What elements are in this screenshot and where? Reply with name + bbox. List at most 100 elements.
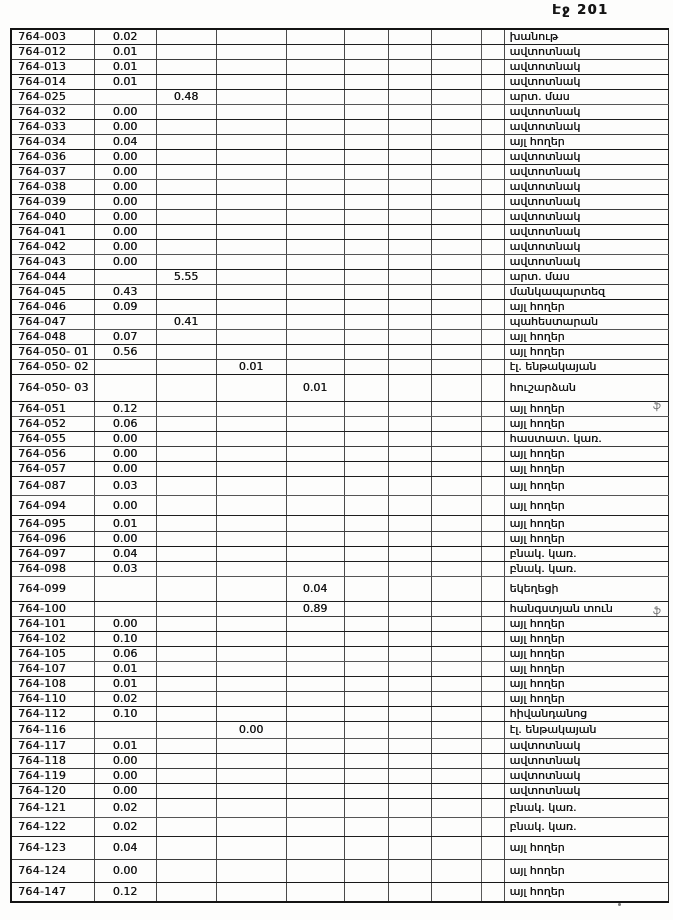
area-value-cell: 0.03 [93,561,156,577]
area-value-cell [285,104,344,120]
land-use-label-cell: պահեստարան [503,314,668,330]
parcel-id-cell: 764-032 [11,104,94,120]
area-value-cell [480,104,504,120]
area-value-cell [93,269,156,285]
area-value-cell [215,416,286,432]
area-value-cell [215,209,286,225]
area-value-cell [215,401,286,417]
table-row: 764-050- 02 0.01 էլ. ենթակայան [11,359,668,375]
area-value-cell: 0.01 [93,44,156,60]
area-value-cell [387,676,431,692]
area-value-cell [387,646,431,662]
area-value-cell [93,314,156,330]
area-value-cell [343,416,388,432]
area-value-cell [155,676,216,692]
land-use-label-cell: ավտոտնակ [503,239,668,255]
area-value-cell [155,416,216,432]
area-value-cell: 0.02 [93,691,156,707]
land-use-label-cell: ավտոտնակ [503,738,668,754]
area-value-cell: 0.00 [93,149,156,165]
area-value-cell: 0.00 [93,209,156,225]
area-value-cell [480,209,504,225]
area-value-cell [480,706,504,722]
area-value-cell [155,104,216,120]
area-value-cell: 0.06 [93,646,156,662]
area-value-cell [430,164,481,180]
land-use-label-cell: այլ հողեր [503,661,668,677]
area-value-cell [480,768,504,784]
area-value-cell [285,299,344,315]
area-value-cell [480,89,504,105]
parcel-id-cell: 764-124 [11,859,94,883]
area-value-cell [215,239,286,255]
area-value-cell [430,561,481,577]
area-value-cell [387,783,431,799]
area-value-cell: 0.02 [93,798,156,818]
area-value-cell [343,676,388,692]
area-value-cell [343,269,388,285]
area-value-cell [343,149,388,165]
table-row: 764-117 0.01 ավտոտնակ [11,738,668,754]
parcel-id-cell: 764-087 [11,476,94,496]
area-value-cell: 0.89 [285,601,344,617]
land-use-label-cell: ավտոտնակ [503,783,668,799]
parcel-id-cell: 764-117 [11,738,94,754]
area-value-cell [285,691,344,707]
area-value-cell: 0.12 [93,882,156,903]
area-value-cell [430,836,481,860]
area-value-cell [285,119,344,135]
area-value-cell [155,546,216,562]
area-value-cell [155,515,216,532]
area-value-cell [215,601,286,617]
area-value-cell [93,89,156,105]
parcel-id-cell: 764-096 [11,531,94,547]
area-value-cell [480,401,504,417]
area-value-cell [480,284,504,300]
area-value-cell [343,706,388,722]
area-value-cell [480,561,504,577]
area-value-cell [215,314,286,330]
area-value-cell [155,44,216,60]
area-value-cell: 0.00 [93,179,156,195]
area-value-cell [430,119,481,135]
parcel-id-cell: 764-107 [11,661,94,677]
area-value-cell [285,768,344,784]
area-value-cell [285,224,344,240]
scan-speck [618,903,621,906]
area-value-cell: 0.10 [93,706,156,722]
area-value-cell [215,531,286,547]
area-value-cell [285,631,344,647]
table-row: 764-025 0.48 արտ. մաս [11,89,668,105]
area-value-cell [480,314,504,330]
area-value-cell [387,882,431,903]
area-value-cell [285,401,344,417]
parcel-id-cell: 764-034 [11,134,94,150]
area-value-cell [343,859,388,883]
area-value-cell [387,836,431,860]
area-value-cell [285,882,344,903]
area-value-cell [343,89,388,105]
area-value-cell [430,374,481,402]
table-row: 764-119 0.00 ավտոտնակ [11,768,668,784]
area-value-cell [343,646,388,662]
parcel-id-cell: 764-057 [11,461,94,477]
area-value-cell [215,738,286,754]
area-value-cell: 0.00 [93,783,156,799]
land-use-label-cell: այլ հողեր [503,836,668,860]
area-value-cell [155,239,216,255]
table-row: 764-055 0.00 հաստատ. կառ. [11,431,668,447]
area-value-cell [215,817,286,837]
area-value-cell [387,179,431,195]
area-value-cell: 0.00 [93,239,156,255]
area-value-cell [343,74,388,90]
area-value-cell [387,817,431,837]
area-value-cell [387,721,431,739]
area-value-cell [155,284,216,300]
table-row: 764-051 0.12 այլ հողեր [11,401,668,417]
area-value-cell [155,149,216,165]
area-value-cell [480,194,504,210]
area-value-cell [215,254,286,270]
table-row: 764-147 0.12 այլ հողեր [11,882,668,903]
area-value-cell [215,299,286,315]
area-value-cell [155,646,216,662]
